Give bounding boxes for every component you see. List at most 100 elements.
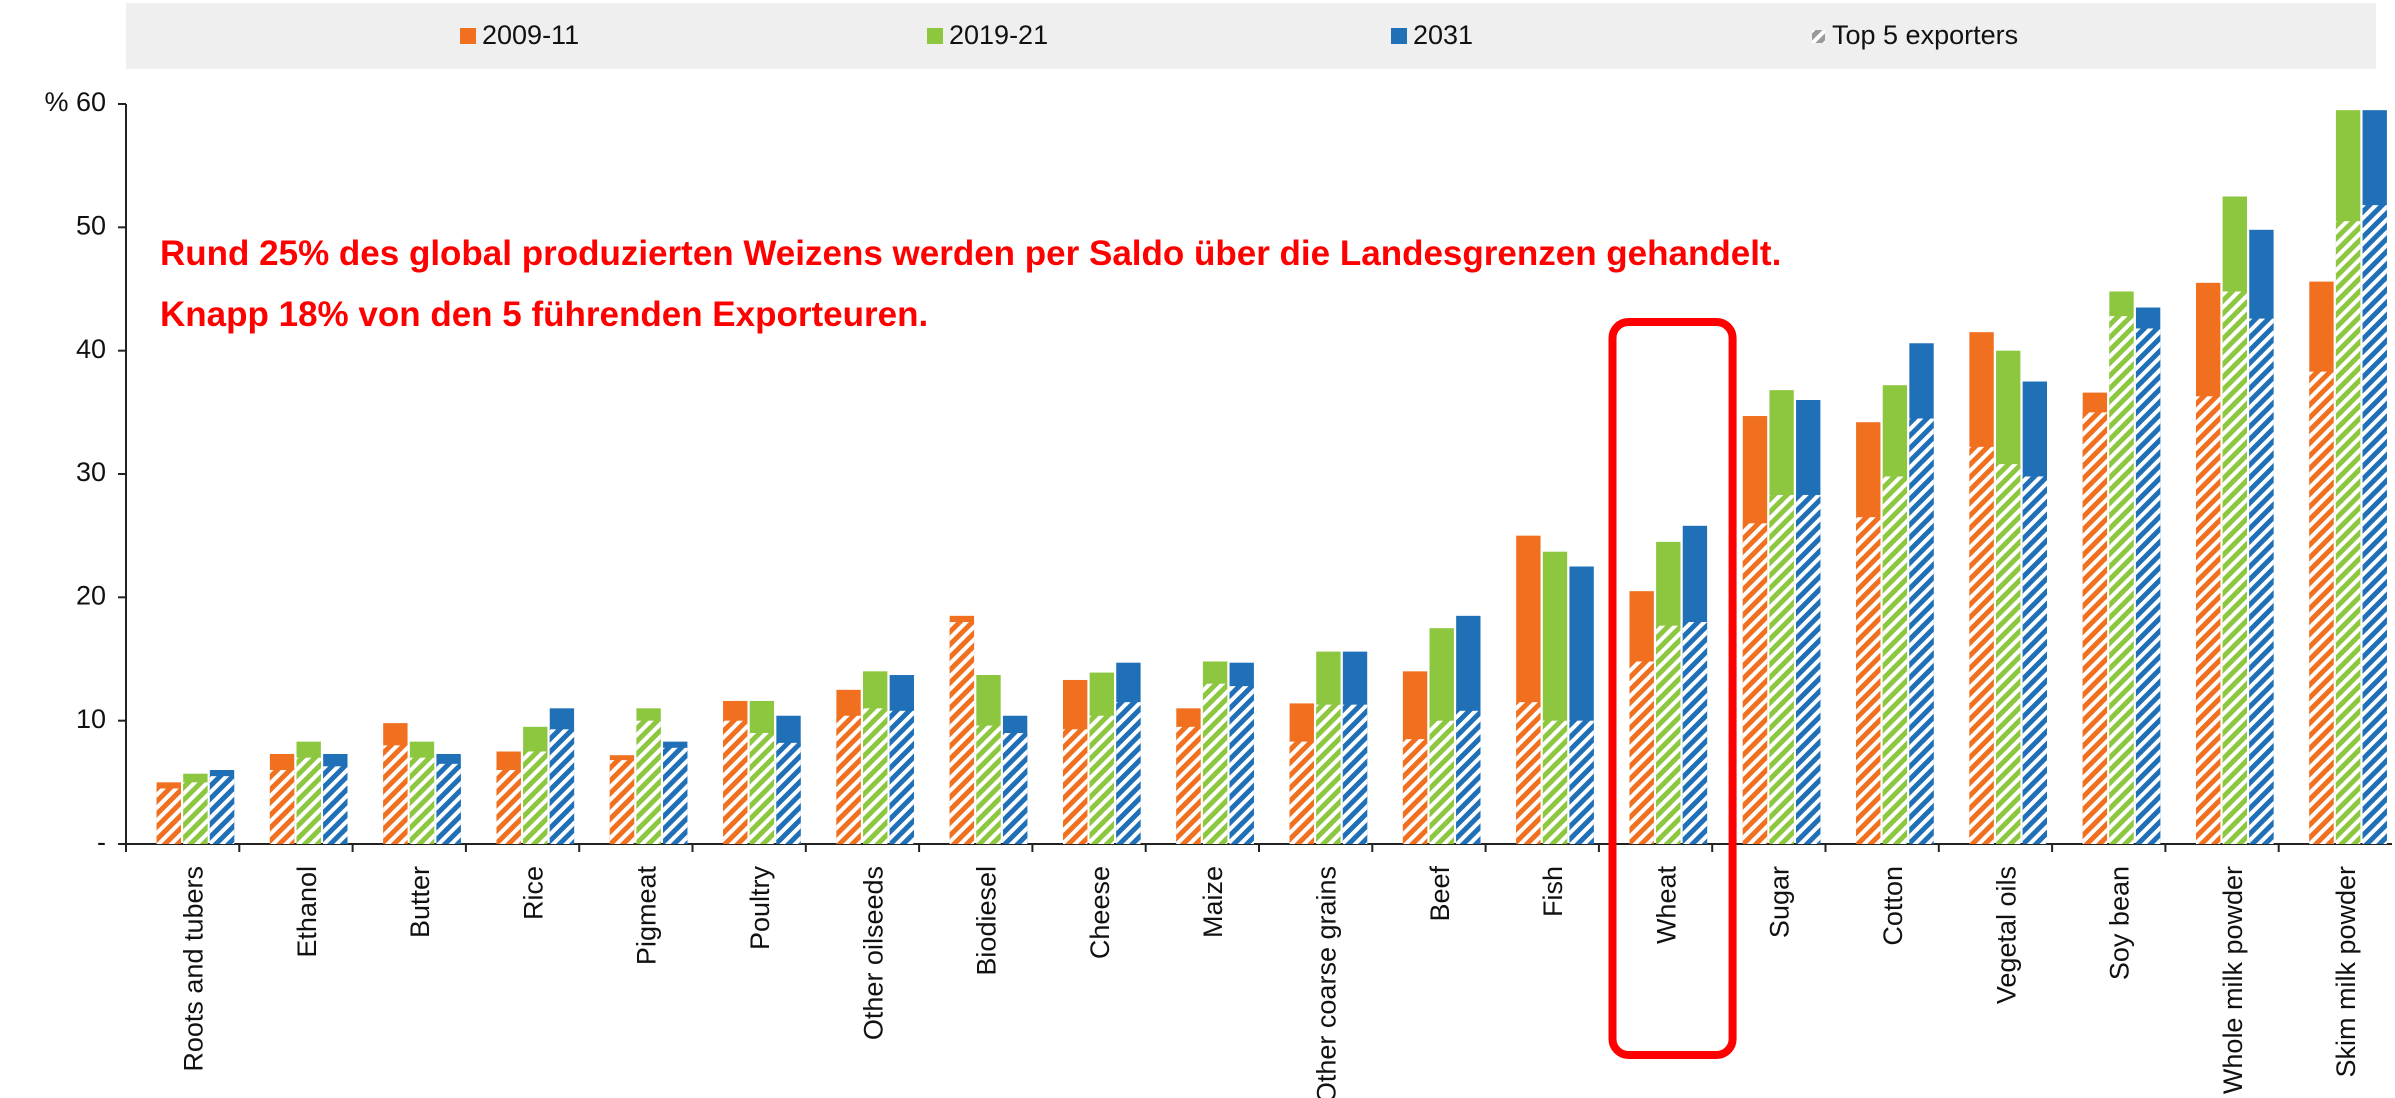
bar-top5 xyxy=(2309,371,2334,844)
bar-top5 xyxy=(1229,686,1254,844)
x-tick-label: Roots and tubers xyxy=(179,866,209,1072)
legend-label: 2009-11 xyxy=(482,20,579,50)
bar-top5 xyxy=(1062,729,1088,844)
bar-top5 xyxy=(749,733,775,844)
bar-top5 xyxy=(663,747,688,844)
x-tick-label: Fish xyxy=(1538,866,1568,917)
annotation: Rund 25% des global produzierten Weizens… xyxy=(160,234,1781,273)
bar-top5 xyxy=(609,760,635,844)
x-tick-label: Biodiesel xyxy=(972,866,1002,976)
bar-top5 xyxy=(1996,464,2021,844)
bar-top5 xyxy=(1542,720,1568,844)
bar-top5 xyxy=(436,763,461,844)
bar-top5 xyxy=(1202,683,1228,844)
x-tick-label: Other coarse grains xyxy=(1312,866,1342,1098)
bar-top5 xyxy=(2135,328,2161,844)
bar-top5 xyxy=(183,782,208,844)
bar-top5 xyxy=(1429,720,1454,844)
x-tick-label: Butter xyxy=(405,866,435,938)
bar-top5 xyxy=(1909,418,1934,844)
x-tick-label: Soy bean xyxy=(2105,866,2135,980)
bar-top5 xyxy=(863,708,888,844)
bar-top5 xyxy=(889,710,915,844)
y-tick-label: 40 xyxy=(76,334,106,364)
bar-top5 xyxy=(836,715,861,844)
bar-top5 xyxy=(976,725,1001,844)
bar-top5 xyxy=(1969,446,1994,844)
bar-top5 xyxy=(269,770,295,844)
bar-top5 xyxy=(323,766,348,844)
bar-top5 xyxy=(1856,517,1881,844)
legend-swatch xyxy=(927,28,943,44)
legend-label: 2031 xyxy=(1413,20,1473,50)
bar-top5 xyxy=(1342,704,1368,844)
legend-label: 2019-21 xyxy=(949,20,1048,50)
x-tick-label: Rice xyxy=(518,866,548,920)
bar-top5 xyxy=(2249,318,2274,845)
bar-top5 xyxy=(383,745,408,844)
bar-top5 xyxy=(156,788,181,844)
bar-top5 xyxy=(1402,739,1428,844)
y-tick-label: 20 xyxy=(76,580,106,610)
bar-top5 xyxy=(2222,291,2247,844)
bar-top5 xyxy=(1116,702,1141,844)
y-tick-label: 50 xyxy=(76,210,106,240)
bar-top5 xyxy=(549,729,575,844)
bar-top5 xyxy=(496,770,521,844)
bar-top5 xyxy=(1769,494,1794,844)
bar-top5 xyxy=(1516,702,1541,844)
y-tick-label: 30 xyxy=(76,457,106,487)
x-tick-label: Cheese xyxy=(1085,866,1115,959)
bar-top5 xyxy=(1629,661,1654,844)
annotation: Knapp 18% von den 5 führenden Exporteure… xyxy=(160,295,928,334)
y-tick-label: % 60 xyxy=(44,87,106,117)
x-tick-label: Vegetal oils xyxy=(1991,866,2021,1004)
bar-top5 xyxy=(1289,741,1314,844)
bar-top5 xyxy=(1456,710,1481,844)
bar-top5 xyxy=(1002,733,1028,844)
bar-top5 xyxy=(2335,221,2361,844)
x-tick-label: Poultry xyxy=(745,866,775,951)
bar-top5 xyxy=(1656,625,1681,844)
x-tick-label: Whole milk powder xyxy=(2218,866,2248,1094)
legend-label: Top 5 exporters xyxy=(1832,20,2018,50)
x-tick-label: Pigmeat xyxy=(632,866,662,966)
bar-top5 xyxy=(723,720,748,844)
bar-top5 xyxy=(2362,205,2387,845)
bar-top5 xyxy=(296,757,321,844)
legend-band xyxy=(126,3,2376,69)
bar-top5 xyxy=(1796,494,1821,844)
x-tick-label: Maize xyxy=(1198,866,1228,938)
bar-top5 xyxy=(1316,704,1341,844)
bar-top5 xyxy=(209,776,235,844)
x-tick-label: Sugar xyxy=(1765,866,1795,938)
bar-top5 xyxy=(1089,715,1114,844)
bar-top5 xyxy=(949,622,975,844)
x-tick-label: Other oilseeds xyxy=(858,866,888,1040)
legend-swatch xyxy=(460,28,476,44)
bar-top5 xyxy=(1882,476,1908,844)
legend-swatch xyxy=(1812,30,1825,43)
bar-top5 xyxy=(2195,396,2221,844)
x-tick-label: Cotton xyxy=(1878,866,1908,946)
x-tick-label: Skim milk powder xyxy=(2331,866,2361,1078)
x-tick-label: Beef xyxy=(1425,866,1455,922)
bar-top5 xyxy=(409,757,435,844)
bar-top5 xyxy=(2022,476,2048,844)
bar-top5 xyxy=(1569,720,1594,844)
y-tick-label: - xyxy=(97,827,106,857)
bar-top5 xyxy=(1742,523,1768,844)
bar-top5 xyxy=(2109,316,2134,845)
highlight-box xyxy=(1608,318,1737,1059)
bar-top5 xyxy=(1682,622,1708,844)
y-tick-label: 10 xyxy=(76,704,106,734)
x-tick-label: Wheat xyxy=(1651,866,1681,945)
bar-top5 xyxy=(776,742,801,844)
bar-top5 xyxy=(636,720,661,844)
bar-top5 xyxy=(2082,412,2108,844)
x-tick-label: Ethanol xyxy=(292,866,322,958)
bar-top5 xyxy=(1176,726,1201,844)
bar-top5 xyxy=(523,751,548,844)
legend-swatch xyxy=(1391,28,1407,44)
